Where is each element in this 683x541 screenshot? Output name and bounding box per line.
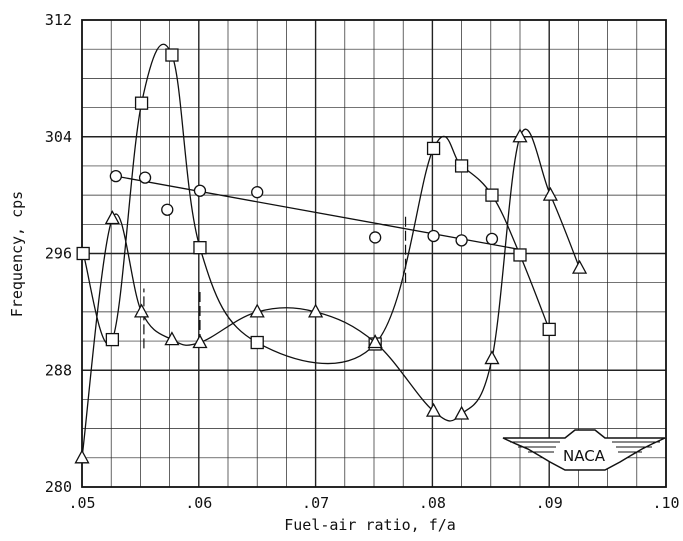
triangle-marker: [454, 405, 470, 420]
triangle-marker: [192, 334, 208, 349]
y-tick-label: 304: [45, 128, 72, 146]
circle-marker: [485, 232, 499, 246]
triangle-marker: [571, 259, 588, 274]
circle-marker: [455, 234, 468, 247]
square-marker: [193, 241, 207, 255]
square-marker: [542, 322, 556, 337]
square-marker: [513, 248, 527, 262]
x-tick-label: .06: [185, 494, 212, 512]
circle-marker: [251, 186, 264, 199]
circle-marker: [369, 231, 382, 244]
series-circle: [109, 170, 526, 252]
x-tick-label: .07: [302, 494, 329, 512]
square-marker: [454, 159, 469, 173]
triangle-marker: [512, 128, 528, 143]
triangle-marker: [308, 303, 324, 318]
triangle-marker: [249, 303, 265, 318]
triangle-marker: [484, 350, 500, 365]
x-tick-label: .09: [536, 494, 563, 512]
y-axis-title: Frequency, cps: [8, 191, 26, 317]
triangle-marker: [542, 186, 558, 201]
square-marker: [485, 188, 499, 202]
square-marker: [76, 246, 90, 261]
circle-marker: [138, 171, 152, 184]
naca-wings-lines: [510, 441, 660, 453]
triangle-marker: [133, 303, 150, 318]
x-axis-title: Fuel-air ratio, f/a: [284, 516, 456, 534]
series-group: [74, 43, 588, 464]
triangle-marker: [367, 334, 383, 349]
circle-marker: [193, 184, 207, 197]
series-triangle: [74, 128, 588, 464]
x-tick-label: .05: [68, 494, 95, 512]
y-tick-label: 296: [45, 245, 72, 263]
square-marker: [250, 335, 264, 350]
square-marker: [165, 48, 179, 62]
naca-logo-text: NACA: [563, 447, 606, 465]
x-tick-label: .10: [652, 494, 679, 512]
y-tick-labels: 280 288 296 304 312: [45, 11, 72, 496]
triangle-marker: [425, 402, 442, 417]
triangle-marker: [104, 210, 120, 225]
y-tick-label: 280: [45, 478, 72, 496]
series-square: [76, 43, 556, 365]
circle-marker: [161, 203, 174, 216]
x-tick-labels: .05 .06 .07 .08 .09 .10: [68, 494, 679, 512]
naca-logo: NACA: [502, 429, 666, 471]
naca-wings-shape: [502, 429, 666, 471]
grid: [82, 20, 666, 487]
triangle-marker: [74, 449, 90, 464]
triangle-marker: [164, 331, 180, 346]
circle-marker: [427, 229, 440, 243]
y-tick-label: 288: [45, 361, 72, 379]
x-tick-label: .08: [419, 494, 446, 512]
series-curve: [81, 128, 581, 458]
dashed-marks: [143, 215, 407, 349]
square-marker: [426, 141, 441, 156]
circle-marker: [109, 170, 123, 183]
square-marker: [105, 332, 120, 347]
square-marker: [134, 96, 149, 110]
y-tick-label: 312: [45, 11, 72, 29]
